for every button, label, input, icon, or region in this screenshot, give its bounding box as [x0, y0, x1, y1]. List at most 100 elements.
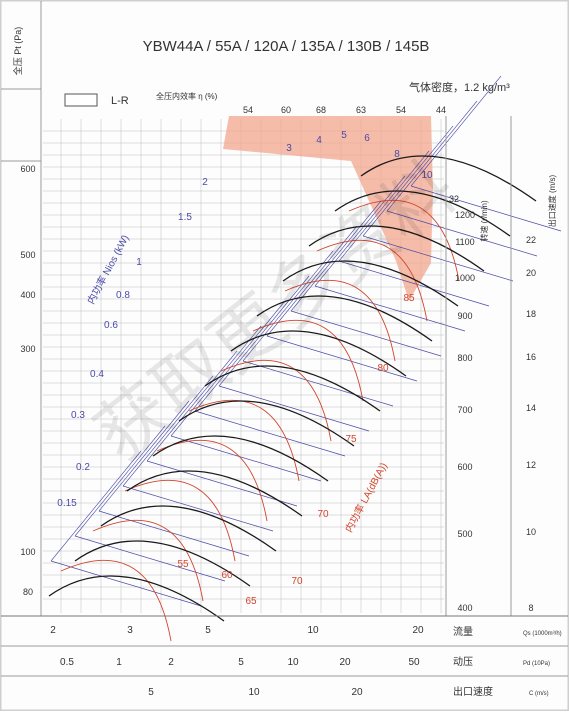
power-line [218, 385, 370, 432]
noise-curve [156, 439, 268, 522]
pressure-tick: 50 [408, 657, 420, 668]
outlet-velocity-axis: 32 22 20 18 16 14 12 10 8 [449, 194, 536, 613]
outlet-velocity-tick: 18 [526, 309, 536, 319]
high-efficiency-zone [223, 116, 433, 301]
pressure-axis-unit: Pd (10Pa) [523, 661, 550, 667]
velocity-axis-unit: C (m/s) [529, 691, 549, 697]
flow-tick: 2 [50, 625, 56, 636]
chart-title: YBW44A / 55A / 120A / 135A / 130B / 145B [143, 38, 430, 55]
power-label: 2 [202, 177, 208, 188]
outlet-velocity-tick: 8 [528, 603, 533, 613]
noise-curve [316, 239, 428, 322]
noise-label: 85 [403, 293, 415, 304]
power-line [338, 260, 490, 307]
power-label: 0.15 [57, 498, 77, 509]
power-label: 3 [286, 143, 292, 154]
fan-curve [282, 260, 459, 307]
power-line [50, 560, 202, 607]
velocity-tick: 5 [148, 687, 154, 698]
power-line [218, 275, 310, 387]
y-axis-label: 全压 Pt (Pa) [12, 27, 23, 76]
noise-label: 65 [245, 596, 257, 607]
efficiency-tick: 63 [356, 105, 366, 115]
noise-curve [188, 399, 300, 482]
power-line [266, 335, 418, 382]
power-line [170, 435, 322, 482]
left-axis-tick: 600 [20, 164, 35, 174]
noise-curve [252, 319, 364, 402]
power-label: 8 [394, 149, 400, 160]
efficiency-tick: 68 [316, 105, 326, 115]
power-line [122, 485, 274, 532]
noise-curve [92, 519, 204, 602]
power-line [362, 235, 514, 282]
power-line [338, 150, 430, 262]
fan-curve [204, 365, 381, 412]
noise-label: 80 [377, 363, 389, 374]
fan-curve [308, 225, 485, 272]
power-label: 5 [341, 130, 347, 141]
fan-curve [152, 435, 329, 482]
power-line [170, 325, 262, 437]
noise-curve [284, 279, 396, 362]
power-label: 1 [136, 257, 142, 268]
pressure-tick: 5 [238, 657, 244, 668]
fan-curve [126, 470, 303, 517]
power-line [362, 125, 454, 237]
speed-tick: 1000 [455, 273, 475, 283]
fan-curve [178, 400, 355, 447]
pressure-tick: 10 [287, 657, 299, 668]
power-line [122, 375, 214, 487]
speed-axis: 1200 1100 1000 900 800 700 600 500 400 [455, 210, 475, 613]
noise-label: 75 [345, 434, 357, 445]
power-line [386, 210, 538, 257]
power-line [74, 535, 226, 582]
outlet-velocity-tick: 32 [449, 194, 459, 204]
power-label: 0.4 [90, 369, 104, 380]
velocity-axis-label: 出口速度 [453, 685, 493, 698]
flow-tick: 5 [205, 625, 211, 636]
speed-tick: 700 [457, 405, 472, 415]
flow-tick: 3 [127, 625, 133, 636]
speed-tick: 600 [457, 462, 472, 472]
noise-label: 60 [221, 570, 233, 581]
power-labels: 0.15 0.2 0.3 0.4 0.6 0.8 1 1.5 2 3 4 5 6 8 10 [57, 130, 433, 509]
left-axis-tick: 500 [20, 250, 35, 260]
power-line [266, 225, 358, 337]
left-axis-tick: 300 [20, 344, 35, 354]
left-axis-tick: 80 [23, 587, 33, 597]
speed-tick: 1200 [455, 210, 475, 220]
bottom-scales: 2 3 5 10 20 0.5 1 2 5 10 20 50 5 10 20 [50, 625, 424, 698]
left-axis-tick: 100 [20, 547, 35, 557]
power-line [410, 75, 502, 187]
velocity-tick: 10 [248, 687, 260, 698]
outlet-velocity-tick: 20 [526, 268, 536, 278]
power-line [194, 300, 286, 412]
pressure-tick: 20 [339, 657, 351, 668]
flow-axis-unit: Qs (1000m³/h) [523, 631, 562, 637]
power-line [146, 460, 298, 507]
fan-curve [74, 540, 251, 587]
legend-box-label: L-R [111, 95, 129, 107]
outlet-velocity-tick: 12 [526, 460, 536, 470]
fan-curve [334, 190, 511, 237]
power-line [410, 185, 562, 232]
power-line [314, 285, 466, 332]
power-line [74, 425, 166, 537]
noise-curve [60, 559, 172, 642]
noise-label: 70 [317, 509, 329, 520]
power-line [50, 450, 142, 562]
fan-curve [100, 505, 277, 552]
fan-curve [256, 295, 433, 342]
outlet-velocity-tick: 10 [526, 527, 536, 537]
efficiency-axis: 54 60 68 63 54 44 [243, 105, 446, 115]
outlet-velocity-tick: 16 [526, 352, 536, 362]
power-label: 0.8 [116, 290, 130, 301]
power-line [242, 250, 334, 362]
power-line [242, 360, 394, 407]
power-line [314, 175, 406, 287]
power-line [194, 410, 346, 457]
power-label: 0.2 [76, 462, 90, 473]
noise-lines [60, 199, 460, 642]
